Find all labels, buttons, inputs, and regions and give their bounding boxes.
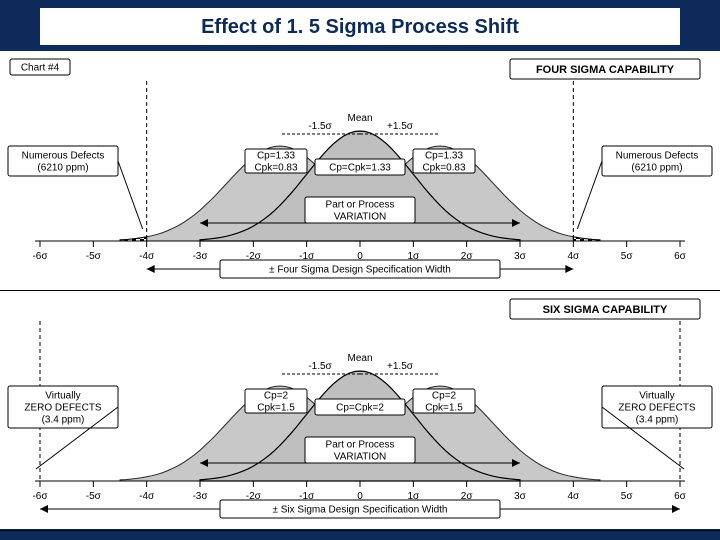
cp-right-text: Cpk=1.5 <box>425 403 463 414</box>
variation-label-text: VARIATION <box>334 212 386 223</box>
variation-label-text: VARIATION <box>334 452 386 463</box>
defect-left-label-text: Virtually <box>45 391 80 402</box>
defect-right-label-text: (6210 ppm) <box>631 163 682 174</box>
spec-width-label-text: ± Six Sigma Design Specification Width <box>272 505 447 516</box>
leader-left <box>118 161 143 229</box>
shift-left-label: -1.5σ <box>308 361 332 372</box>
cp-left-text: Cpk=1.5 <box>257 403 295 414</box>
tick-label: -3σ <box>192 251 208 262</box>
tick-label: -6σ <box>32 491 48 502</box>
capability-label-text: FOUR SIGMA CAPABILITY <box>536 64 675 76</box>
tick-label: 4σ <box>567 251 580 262</box>
panels-container: -6σ-5σ-4σ-3σ-2σ-1σ01σ2σ3σ4σ5σ6σ± Four Si… <box>0 51 720 529</box>
cp-right-text: Cpk=0.83 <box>422 163 466 174</box>
defect-left-label-text: ZERO DEFECTS <box>24 403 102 414</box>
cp-left-text: Cp=1.33 <box>257 151 296 162</box>
tick-label: 4σ <box>567 491 580 502</box>
mean-label: Mean <box>347 353 372 364</box>
cp-right-text: Cp=1.33 <box>425 151 464 162</box>
defect-right-label-text: (3.4 ppm) <box>636 415 679 426</box>
arrowhead <box>565 265 573 273</box>
shift-right-label: +1.5σ <box>387 361 414 372</box>
cp-left-text: Cp=2 <box>264 391 289 402</box>
tick-label: 6σ <box>674 251 687 262</box>
cp-center-text: Cp=Cpk=2 <box>336 403 384 414</box>
cp-left-text: Cpk=0.83 <box>254 163 298 174</box>
cp-right-text: Cp=2 <box>432 391 457 402</box>
sigma-chart: -6σ-5σ-4σ-3σ-2σ-1σ01σ2σ3σ4σ5σ6σ± Six Sig… <box>0 291 720 530</box>
shift-left-label: -1.5σ <box>308 121 332 132</box>
arrowhead <box>147 265 155 273</box>
variation-label-text: Part or Process <box>326 440 395 451</box>
defect-left-label-text: (6210 ppm) <box>37 163 88 174</box>
tick-label: -5σ <box>86 251 102 262</box>
tick-label: -6σ <box>32 251 48 262</box>
defect-right-label-text: Numerous Defects <box>616 151 699 162</box>
defect-tail-left <box>120 237 147 241</box>
tick-label: -3σ <box>192 491 208 502</box>
capability-label-text: SIX SIGMA CAPABILITY <box>543 304 668 316</box>
defect-left-label-text: (3.4 ppm) <box>42 415 85 426</box>
arrowhead <box>672 505 680 513</box>
tick-label: 6σ <box>674 491 687 502</box>
tick-label: -4σ <box>139 251 155 262</box>
chart-tag-text: Chart #4 <box>21 63 60 74</box>
defect-right-label-text: Virtually <box>639 391 674 402</box>
six-sigma-panel: -6σ-5σ-4σ-3σ-2σ-1σ01σ2σ3σ4σ5σ6σ± Six Sig… <box>0 291 720 531</box>
defect-tail-right <box>573 237 600 241</box>
sigma-chart: -6σ-5σ-4σ-3σ-2σ-1σ01σ2σ3σ4σ5σ6σ± Four Si… <box>0 51 720 290</box>
defect-right-label-text: ZERO DEFECTS <box>618 403 696 414</box>
cp-center-text: Cp=Cpk=1.33 <box>329 163 391 174</box>
tick-label: -5σ <box>86 491 102 502</box>
arrowhead <box>40 505 48 513</box>
mean-label: Mean <box>347 113 372 124</box>
variation-label-text: Part or Process <box>326 200 395 211</box>
tick-label: 3σ <box>514 251 527 262</box>
shift-right-label: +1.5σ <box>387 121 414 132</box>
page-title: Effect of 1. 5 Sigma Process Shift <box>40 8 680 45</box>
spec-width-label-text: ± Four Sigma Design Specification Width <box>269 265 451 276</box>
tick-label: 5σ <box>621 491 634 502</box>
leader-right <box>577 161 602 229</box>
four-sigma-panel: -6σ-5σ-4σ-3σ-2σ-1σ01σ2σ3σ4σ5σ6σ± Four Si… <box>0 51 720 291</box>
tick-label: 3σ <box>514 491 527 502</box>
tick-label: -4σ <box>139 491 155 502</box>
defect-left-label-text: Numerous Defects <box>22 151 105 162</box>
tick-label: 5σ <box>621 251 634 262</box>
